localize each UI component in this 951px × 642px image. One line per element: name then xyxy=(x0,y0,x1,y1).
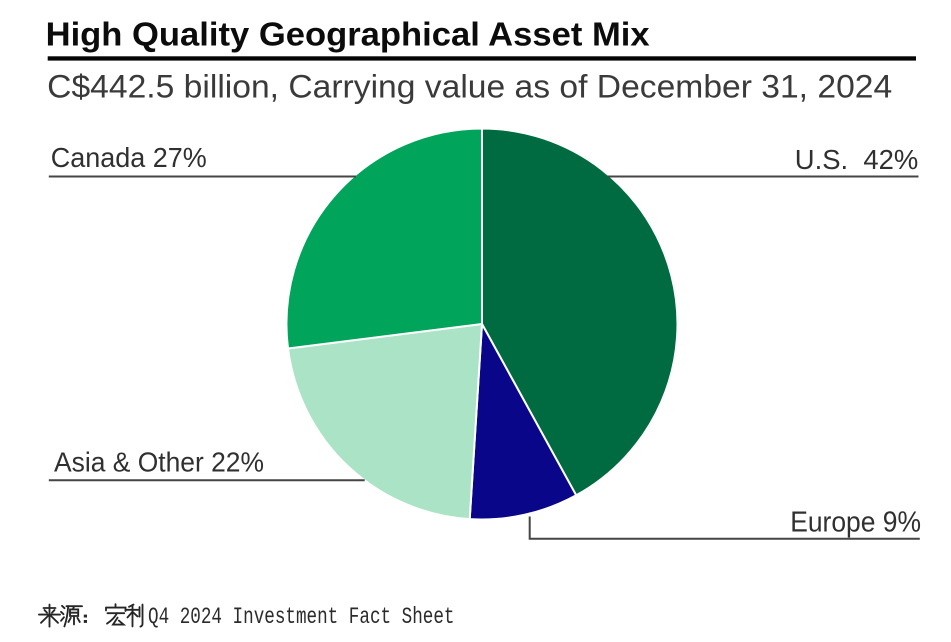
svg-text:C$442.5 billion, Carrying valu: C$442.5 billion, Carrying value as of De… xyxy=(47,69,892,105)
svg-text:High Quality Geographical Asse: High Quality Geographical Asset Mix xyxy=(46,17,650,54)
svg-text:U.S. 42%: U.S. 42% xyxy=(795,144,919,175)
svg-text:Asia & Other 22%: Asia & Other 22% xyxy=(54,446,264,477)
svg-text:Europe 9%: Europe 9% xyxy=(790,507,921,539)
svg-text:Q4 2024 Investment Fact Sheet: Q4 2024 Investment Fact Sheet xyxy=(148,604,455,631)
svg-text:Canada 27%: Canada 27% xyxy=(51,142,207,173)
